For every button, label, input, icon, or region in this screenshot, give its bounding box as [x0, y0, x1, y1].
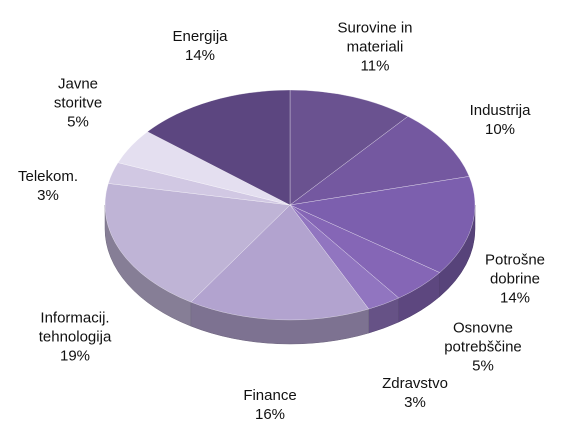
category-name: Surovine in materiali	[337, 19, 413, 56]
category-name: Energija	[172, 28, 228, 45]
slice-label: Potrošne dobrine 14%	[470, 251, 560, 308]
slice-label: Informacij. tehnologija 19%	[15, 309, 135, 366]
slice-label: Finance 16%	[220, 386, 320, 424]
slice-label: Javne storitve 5%	[38, 75, 118, 132]
value-label: 14%	[499, 289, 531, 307]
value-label: 10%	[484, 121, 516, 138]
category-name: Osnovne potrebščine	[444, 319, 522, 356]
slice-label: Osnovne potrebščine 5%	[423, 319, 543, 376]
slice	[289, 116, 470, 206]
slice-label: Zdravstvo 3%	[370, 374, 460, 412]
slice	[190, 204, 370, 321]
slice	[104, 183, 291, 303]
slice-label: Surovine in materiali 11%	[315, 19, 435, 76]
category-name: Finance	[243, 387, 297, 404]
slice-label: Industrija 10%	[450, 101, 550, 139]
value-label: 3%	[37, 187, 59, 204]
category-name: Industrija	[469, 102, 531, 119]
category-name: Potrošne dobrine	[484, 251, 546, 288]
value-label: 19%	[59, 347, 91, 365]
slice	[289, 89, 409, 206]
value-label: 16%	[254, 406, 286, 423]
value-label: 11%	[360, 57, 390, 75]
value-label: 14%	[184, 47, 216, 64]
slice	[289, 176, 476, 273]
category-name: Zdravstvo	[382, 375, 448, 392]
slice	[147, 89, 291, 206]
value-label: 5%	[472, 357, 494, 375]
category-name: Informacij. tehnologija	[38, 309, 112, 346]
value-label: 5%	[67, 113, 89, 131]
category-name: Javne storitve	[53, 75, 103, 112]
slice-label: Telekom. 3%	[8, 167, 88, 205]
pie-tops	[104, 89, 476, 321]
value-label: 3%	[404, 394, 426, 411]
category-name: Telekom.	[17, 168, 79, 185]
slice-label: Energija 14%	[150, 27, 250, 65]
